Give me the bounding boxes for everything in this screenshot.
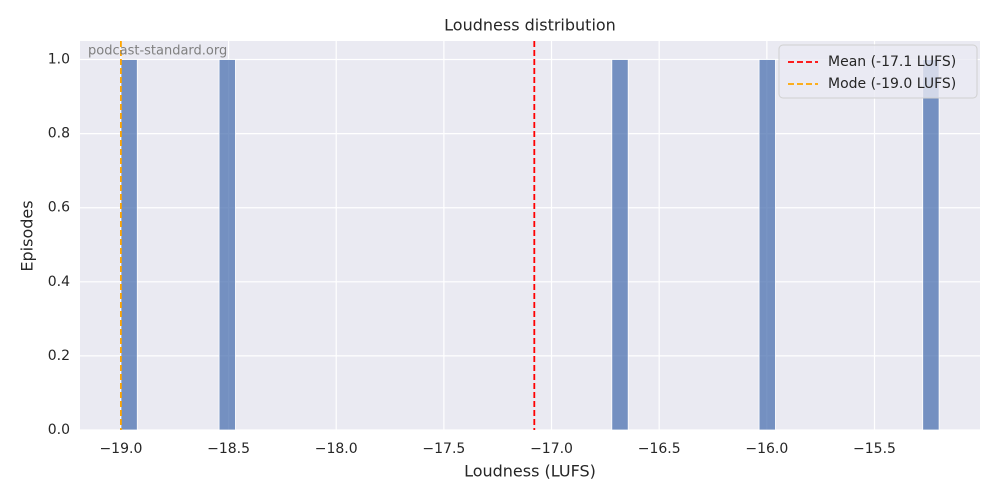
bar [218,59,236,431]
y-tick-label: 0.2 [48,348,70,364]
x-axis-label: Loudness (LUFS) [464,462,596,481]
y-tick-label: 0.8 [48,126,70,142]
legend-label: Mean (-17.1 LUFS) [828,54,956,70]
y-axis-label: Episodes [18,200,37,271]
bar [758,59,776,431]
x-tick-label: −17.0 [530,441,573,457]
bar [922,59,940,431]
x-tick-label: −17.5 [422,441,465,457]
bar [120,59,138,431]
y-tick-label: 0.0 [48,422,70,438]
plot-area [80,41,980,430]
x-tick-label: −18.5 [207,441,250,457]
x-tick-label: −15.5 [853,441,896,457]
x-tick-label: −18.0 [315,441,358,457]
y-tick-label: 0.4 [48,274,70,290]
legend-label: Mode (-19.0 LUFS) [828,76,956,92]
y-tick-label: 0.6 [48,200,70,216]
x-tick-label: −19.0 [99,441,142,457]
chart-title: Loudness distribution [444,16,616,35]
x-tick-label: −16.0 [745,441,788,457]
x-tick-label: −16.5 [638,441,681,457]
legend-box [778,44,978,99]
watermark: podcast-standard.org [88,44,227,59]
bar [611,59,629,431]
y-tick-label: 1.0 [48,52,70,68]
